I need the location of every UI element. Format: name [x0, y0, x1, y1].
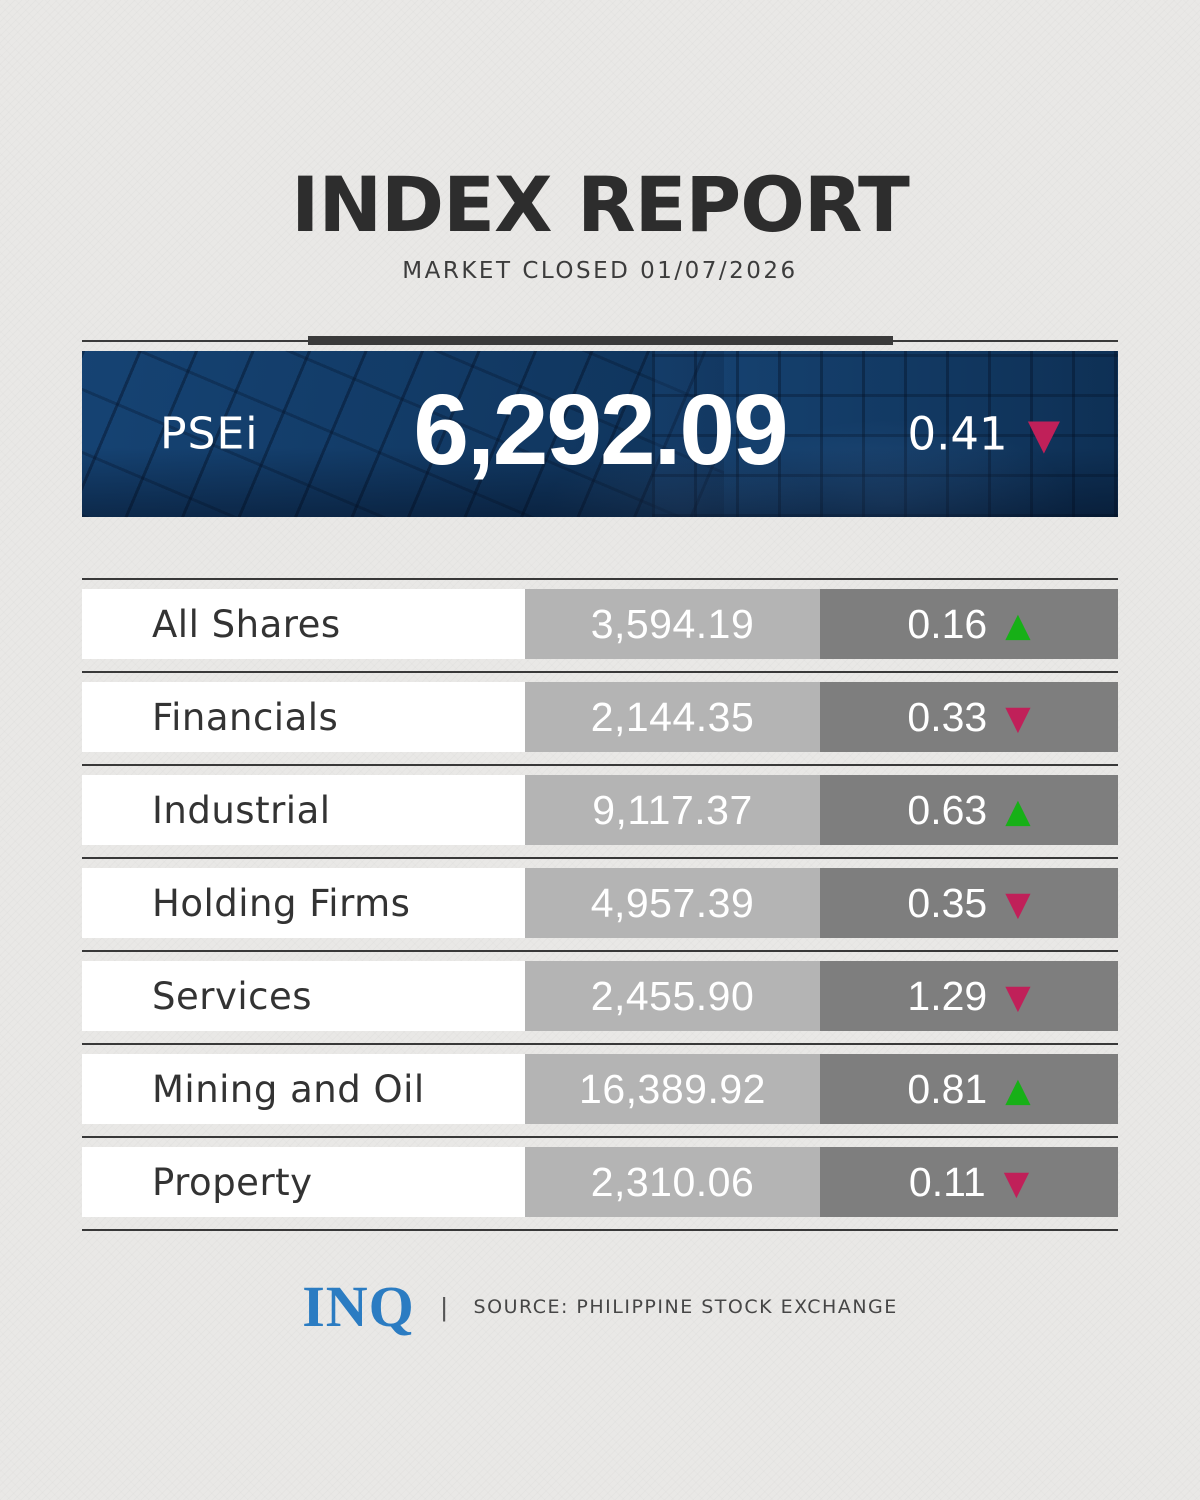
index-change: 1.29 ▼: [820, 961, 1118, 1031]
index-row: Financials 2,144.35 0.33 ▼: [82, 682, 1118, 752]
index-change: 0.11 ▼: [820, 1147, 1118, 1217]
index-label: Property: [82, 1147, 525, 1217]
index-change: 0.35 ▼: [820, 868, 1118, 938]
index-value: 3,594.19: [525, 589, 820, 659]
up-triangle-icon: ▲: [1005, 1069, 1031, 1109]
psei-label: PSEi: [160, 408, 259, 460]
banner-photo-shade: [82, 351, 1118, 517]
index-label: Financials: [82, 682, 525, 752]
index-change-value: 0.35: [907, 879, 988, 926]
row-separator: [82, 1136, 1118, 1138]
index-value: 2,455.90: [525, 961, 820, 1031]
row-separator: [82, 764, 1118, 766]
down-triangle-icon: ▼: [1005, 697, 1031, 737]
index-row: Holding Firms 4,957.39 0.35 ▼: [82, 868, 1118, 938]
psei-change: 0.41 ▼: [907, 408, 1060, 461]
index-value: 2,144.35: [525, 682, 820, 752]
index-table: All Shares 3,594.19 0.16 ▲ Financials 2,…: [82, 578, 1118, 1231]
row-separator: [82, 950, 1118, 952]
index-row: Property 2,310.06 0.11 ▼: [82, 1147, 1118, 1217]
source-credit: SOURCE: PHILIPPINE STOCK EXCHANGE: [473, 1296, 898, 1318]
index-value: 2,310.06: [525, 1147, 820, 1217]
row-separator: [82, 1043, 1118, 1045]
psei-change-value: 0.41: [907, 407, 1008, 461]
row-separator: [82, 857, 1118, 859]
psei-banner: PSEi 6,292.09 0.41 ▼: [82, 351, 1118, 517]
index-label: Holding Firms: [82, 868, 525, 938]
index-row: Mining and Oil 16,389.92 0.81 ▲: [82, 1054, 1118, 1124]
inq-logo: INQ: [302, 1274, 415, 1339]
index-change-value: 0.81: [907, 1065, 988, 1112]
index-change-value: 0.33: [907, 693, 988, 740]
footer-pipe-separator: |: [440, 1291, 448, 1322]
index-change-value: 0.11: [908, 1158, 986, 1205]
accent-thick-segment: [308, 336, 893, 345]
accent-bar: [82, 336, 1118, 346]
down-triangle-icon: ▼: [1005, 883, 1031, 923]
index-change-value: 0.63: [907, 786, 988, 833]
row-separator: [82, 1229, 1118, 1231]
index-change: 0.16 ▲: [820, 589, 1118, 659]
index-value: 16,389.92: [525, 1054, 820, 1124]
psei-direction-icon: ▼: [1027, 409, 1060, 458]
psei-value: 6,292.09: [413, 374, 788, 487]
index-label: Services: [82, 961, 525, 1031]
index-value: 4,957.39: [525, 868, 820, 938]
down-triangle-icon: ▼: [1003, 1162, 1030, 1202]
index-change-value: 0.16: [907, 600, 988, 647]
index-change: 0.63 ▲: [820, 775, 1118, 845]
row-separator: [82, 578, 1118, 580]
footer: INQ | SOURCE: PHILIPPINE STOCK EXCHANGE: [0, 1272, 1200, 1342]
banner-photo-left: [82, 351, 725, 517]
row-separator: [82, 671, 1118, 673]
down-triangle-icon: ▼: [1005, 976, 1031, 1016]
index-label: All Shares: [82, 589, 525, 659]
index-row: Services 2,455.90 1.29 ▼: [82, 961, 1118, 1031]
index-label: Industrial: [82, 775, 525, 845]
index-value: 9,117.37: [525, 775, 820, 845]
banner-photo-right: [651, 351, 1118, 517]
market-status-subtitle: MARKET CLOSED 01/07/2026: [402, 258, 798, 284]
index-change-value: 1.29: [907, 972, 988, 1019]
up-triangle-icon: ▲: [1005, 604, 1031, 644]
index-label: Mining and Oil: [82, 1054, 525, 1124]
index-row: All Shares 3,594.19 0.16 ▲: [82, 589, 1118, 659]
up-triangle-icon: ▲: [1005, 790, 1031, 830]
page-title: INDEX REPORT: [291, 160, 910, 249]
index-change: 0.33 ▼: [820, 682, 1118, 752]
index-row: Industrial 9,117.37 0.63 ▲: [82, 775, 1118, 845]
index-change: 0.81 ▲: [820, 1054, 1118, 1124]
